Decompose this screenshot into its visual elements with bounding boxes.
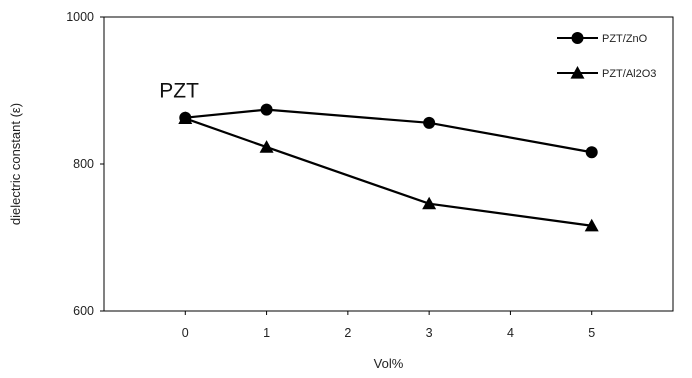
data-point (260, 103, 273, 116)
y-tick-label: 600 (73, 304, 94, 318)
annotation-label: PZT (159, 80, 199, 103)
axes (103, 16, 674, 312)
legend-label: PZT/Al2O3 (602, 68, 656, 80)
data-point (259, 140, 274, 153)
x-tick-label: 4 (507, 326, 514, 340)
legend-entry: PZT/Al2O3 (557, 66, 656, 80)
series-layer (178, 103, 599, 232)
data-point (423, 116, 436, 129)
legend-label: PZT/ZnO (602, 33, 648, 45)
series-line (185, 108, 592, 154)
legend-marker (571, 32, 584, 44)
x-tick-label: 1 (263, 326, 270, 340)
x-tick-label: 0 (182, 326, 189, 340)
legend-entry: PZT/ZnO (557, 32, 648, 45)
legend: PZT/ZnO PZT/Al2O3 (557, 32, 656, 80)
x-tick-label: 3 (426, 326, 433, 340)
data-point (422, 196, 437, 210)
plot-frame (103, 16, 674, 312)
data-point (178, 111, 193, 125)
series-1 (179, 103, 598, 159)
x-tick-label: 5 (588, 326, 595, 340)
ticks: 0 1 2 3 4 5 600 800 1000 (66, 10, 595, 340)
y-axis-title: dielectric constant (ε) (8, 103, 23, 225)
series-line (184, 117, 592, 227)
x-tick-label: 2 (344, 326, 351, 340)
data-point (585, 146, 598, 159)
annotations: PZT (159, 80, 199, 103)
y-tick-label: 1000 (66, 10, 94, 24)
x-axis-title: Vol% (374, 356, 404, 371)
series-2 (178, 111, 599, 232)
legend-marker (570, 66, 585, 79)
data-point (584, 218, 599, 232)
y-tick-label: 800 (73, 157, 94, 171)
